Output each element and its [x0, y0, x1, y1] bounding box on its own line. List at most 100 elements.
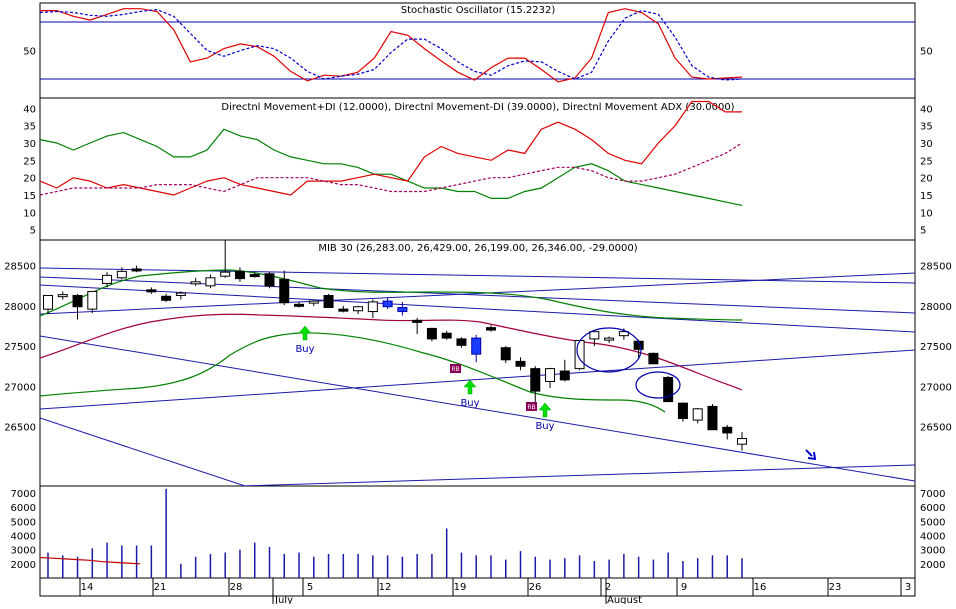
price-y-tick-left: 26500: [4, 423, 36, 434]
price-trendline: [40, 349, 915, 410]
candle-body: [382, 300, 393, 308]
price-y-tick-left: 27000: [4, 382, 36, 393]
candle-body: [559, 370, 570, 381]
x-tick-label: 5: [307, 582, 313, 593]
month-label-july: July: [274, 595, 293, 604]
candle-body: [648, 352, 659, 365]
candle-body: [308, 300, 319, 304]
dmi-y-tick-right: 30: [920, 139, 933, 150]
volume-y-tick-right: 4000: [920, 532, 945, 543]
candle-body: [131, 268, 142, 272]
x-tick-label: 9: [681, 582, 687, 593]
price-y-tick-left: 27500: [4, 342, 36, 353]
x-axis-panel: [39, 577, 916, 597]
candle-body: [604, 337, 615, 341]
candle-body: [116, 270, 127, 279]
volume-layer: 2000 2000 3000 3000 4000 4000 5000 5000 6000 6000…: [11, 488, 945, 578]
x-tick-label: 23: [829, 582, 842, 593]
dmi-y-tick-left: 35: [23, 122, 36, 133]
volume-y-tick-left: 5000: [11, 517, 36, 528]
dmi-y-tick-right: 10: [920, 208, 933, 219]
rb-marker: [526, 402, 537, 411]
price-layer: 26500 26500 27000 27000 27500 27500 28000 28000…: [4, 240, 952, 486]
dmi-y-tick-right: 15: [920, 191, 933, 202]
candle-body: [722, 426, 733, 434]
price-y-tick-left: 28500: [4, 262, 36, 273]
candle-body: [677, 402, 688, 419]
highlight-ellipse: [576, 327, 642, 373]
x-tick-label: 19: [454, 582, 467, 593]
candle-body: [353, 306, 364, 312]
volume-y-tick-left: 4000: [11, 532, 36, 543]
candle-body: [102, 274, 113, 284]
candle-body: [87, 290, 98, 310]
candle-body: [175, 292, 186, 296]
volume-y-tick-right: 7000: [920, 489, 945, 500]
price-title: MIB 30 (26,283.00, 26,429.00, 26,199.00,…: [318, 243, 637, 254]
dmi-series-line-0: [39, 128, 743, 206]
candle-body: [57, 294, 68, 298]
dmi-series-line-2: [39, 142, 743, 196]
dmi-y-tick-right: 35: [920, 122, 933, 133]
dmi-title: Directnl Movement+DI (12.0000), Directnl…: [221, 102, 734, 113]
buy-arrow-icon: [538, 402, 552, 418]
candle-body: [146, 289, 157, 293]
candle-body: [190, 281, 201, 285]
dmi-y-tick-left: 5: [30, 226, 36, 237]
dmi-layer: 5 5 10 10 15 15 20 20 25 25 30 30 35 35 40 40: [23, 100, 933, 237]
dmi-y-tick-right: 5: [920, 226, 926, 237]
x-tick-label: 28: [230, 582, 243, 593]
volume-y-tick-right: 2000: [920, 560, 945, 571]
dmi-panel: [39, 97, 916, 241]
dmi-series-line-1: [39, 100, 742, 196]
candle-body: [323, 294, 334, 309]
candle-body: [249, 274, 260, 278]
dmi-y-tick-left: 20: [23, 174, 36, 185]
price-ma-upper: [40, 269, 743, 321]
x-tick-label: 26: [529, 582, 542, 593]
candle-body: [205, 277, 216, 287]
price-trendline: [40, 335, 915, 482]
candle-body: [441, 332, 452, 339]
candle-body: [663, 376, 674, 403]
price-y-tick-right: 26500: [920, 423, 952, 434]
price-ma-mid: [40, 313, 743, 391]
candle-body: [72, 294, 83, 308]
candle-body: [220, 271, 231, 277]
buy-label: Buy: [295, 344, 314, 355]
stochastic-panel: [39, 2, 916, 99]
candle-body: [485, 327, 496, 331]
dmi-y-tick-left: 25: [23, 156, 36, 167]
dmi-y-tick-left: 15: [23, 191, 36, 202]
dmi-y-tick-right: 40: [920, 104, 933, 115]
candle-body: [412, 319, 423, 323]
stochastic-layer: 50 50: [23, 8, 933, 83]
x-tick-label: 3: [905, 582, 911, 593]
candle-body: [367, 301, 378, 313]
candle-body: [456, 338, 467, 346]
volume-y-tick-right: 3000: [920, 546, 945, 557]
candle-body: [294, 303, 305, 307]
candle-body: [545, 368, 556, 382]
rb-marker-label: RB: [527, 404, 535, 411]
candle-body: [43, 294, 53, 310]
candle-body: [515, 360, 526, 367]
candle-body: [707, 405, 718, 431]
price-trendline: [40, 276, 915, 314]
rb-marker: [450, 364, 461, 373]
price-y-tick-left: 28000: [4, 302, 36, 313]
candle-body: [264, 273, 275, 287]
price-trendline: [40, 417, 246, 486]
stoch-series-line-1: [39, 8, 743, 81]
price-trendline: [40, 272, 915, 315]
dmi-y-tick-left: 40: [23, 104, 36, 115]
buy-label: Buy: [535, 421, 554, 432]
candle-body: [574, 339, 585, 370]
dmi-y-tick-left: 10: [23, 208, 36, 219]
buy-arrow-icon: [463, 379, 477, 395]
candle-body: [397, 307, 408, 313]
x-tick-label: 16: [754, 582, 767, 593]
dmi-y-tick-left: 30: [23, 139, 36, 150]
candle-body: [279, 278, 290, 304]
dmi-y-tick-right: 20: [920, 174, 933, 185]
